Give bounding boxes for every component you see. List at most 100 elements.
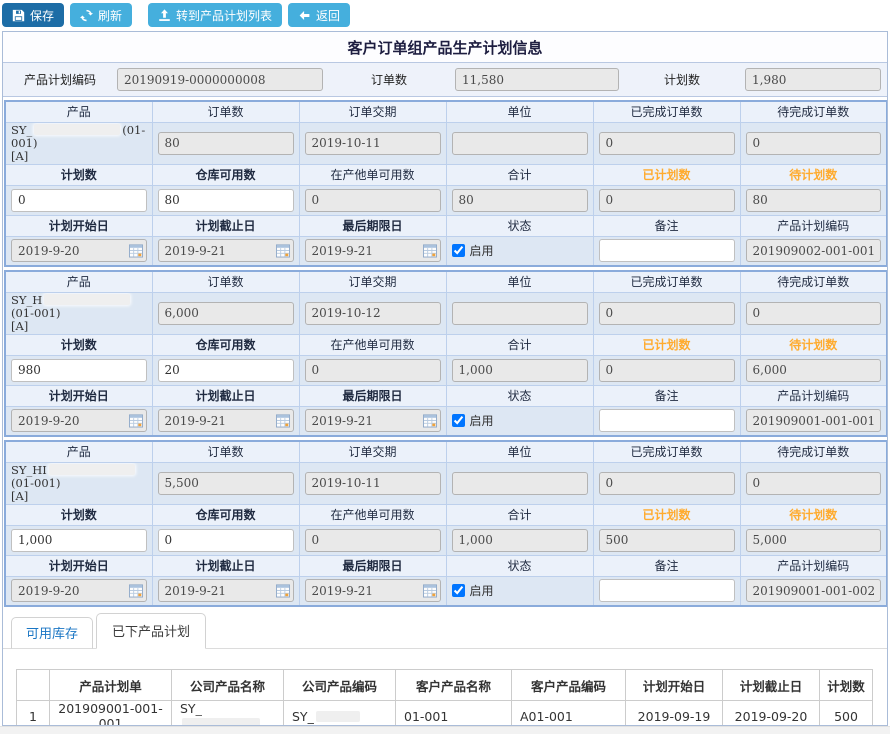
order-qty-field: [157, 301, 294, 325]
column-header-warehouse-available: 仓库可用数: [151, 163, 300, 186]
plan-qty-input[interactable]: [11, 188, 147, 212]
column-header-pending-qty: 待完成订单数: [739, 440, 887, 463]
start-date-input[interactable]: [11, 409, 147, 433]
form-panel: 客户订单组产品生产计划信息 产品计划编码 订单数 计划数 产品 订单数 订单交期…: [2, 31, 888, 726]
remark-input[interactable]: [598, 409, 735, 433]
column-header-start-date: 计划开始日: [4, 384, 153, 407]
table-row: 1 201909001-001-001 SY_ SY_ 01-001 A01-0…: [16, 700, 873, 725]
column-header-warehouse-available: 仓库可用数: [151, 333, 300, 356]
start-date-input[interactable]: [11, 239, 147, 263]
save-button-label: 保存: [30, 8, 55, 23]
plan-code-label: 产品计划编码: [23, 73, 96, 87]
calendar-icon[interactable]: [129, 243, 144, 258]
redaction-blur: [34, 123, 121, 135]
delivery-date-field: [304, 131, 441, 155]
to-plan-qty-field: [745, 358, 881, 382]
end-date-input[interactable]: [157, 579, 294, 603]
product-plan-code-field: [745, 579, 881, 603]
column-header-plan-code: 产品计划编码: [739, 554, 887, 577]
warehouse-available-input[interactable]: [157, 188, 294, 212]
pending-qty-field: [745, 471, 881, 495]
cell-index: 1: [16, 700, 50, 725]
redaction-blur: [182, 718, 260, 725]
refresh-button[interactable]: 刷新: [70, 3, 133, 27]
start-date-input[interactable]: [11, 579, 147, 603]
column-header-pending-qty: 待完成订单数: [739, 270, 887, 293]
column-header-remark: 备注: [592, 214, 741, 237]
enabled-checkbox[interactable]: [451, 244, 465, 258]
deadline-date-input[interactable]: [304, 239, 441, 263]
product-name-cell: SY_ (01-001) [A]: [4, 121, 153, 165]
column-header-order-qty: 订单数: [151, 440, 300, 463]
total-field: [451, 358, 588, 382]
delivery-date-field: [304, 471, 441, 495]
column-header-status: 状态: [445, 554, 594, 577]
column-header-deadline: 最后期限日: [298, 214, 447, 237]
goto-product-plan-list-button[interactable]: 转到产品计划列表: [148, 3, 283, 27]
column-header-plan-qty: 计划数: [4, 503, 153, 526]
company-code-prefix: SY_: [292, 708, 314, 724]
column-header-delivery-date: 订单交期: [298, 440, 447, 463]
pending-qty-field: [745, 301, 881, 325]
calendar-icon[interactable]: [276, 413, 291, 428]
horizontal-scrollbar[interactable]: [0, 726, 890, 734]
column-header-total: 合计: [445, 333, 594, 356]
remark-input[interactable]: [598, 579, 735, 603]
plan-qty-input[interactable]: [11, 358, 147, 382]
tab-issued-product-plans[interactable]: 已下产品计划: [96, 613, 207, 649]
warehouse-available-input[interactable]: [157, 358, 294, 382]
column-header-other-order-available: 在产他单可用数: [298, 163, 447, 186]
product-name-suffix: (01-001): [11, 475, 61, 490]
header-company-product-code: 公司产品编码: [283, 669, 396, 701]
calendar-icon[interactable]: [129, 583, 144, 598]
goto-product-plan-list-label: 转到产品计划列表: [176, 8, 273, 23]
calendar-icon[interactable]: [276, 583, 291, 598]
enabled-checkbox[interactable]: [451, 414, 465, 428]
column-header-end-date: 计划截止日: [151, 384, 300, 407]
calendar-icon[interactable]: [129, 413, 144, 428]
column-header-total: 合计: [445, 503, 594, 526]
column-header-deadline: 最后期限日: [298, 384, 447, 407]
column-header-pending-qty: 待完成订单数: [739, 100, 887, 123]
column-header-order-qty: 订单数: [151, 270, 300, 293]
calendar-icon[interactable]: [423, 583, 438, 598]
warehouse-available-input[interactable]: [157, 528, 294, 552]
end-date-picker: [157, 239, 294, 263]
status-enabled-toggle: 启用: [451, 582, 588, 599]
column-header-total: 合计: [445, 163, 594, 186]
back-arrow-icon: [298, 9, 311, 22]
deadline-date-picker: [304, 409, 441, 433]
product-name-prefix: SY_H: [11, 292, 43, 307]
end-date-input[interactable]: [157, 239, 294, 263]
end-date-input[interactable]: [157, 409, 294, 433]
column-header-to-plan-qty: 待计划数: [739, 503, 887, 526]
plan-block: 产品 订单数 订单交期 单位 已完成订单数 待完成订单数 SY_H(01-001…: [4, 270, 887, 437]
deadline-date-input[interactable]: [304, 579, 441, 603]
column-header-plan-code: 产品计划编码: [739, 214, 887, 237]
header-customer-product-name: 客户产品名称: [395, 669, 512, 701]
end-date-picker: [157, 579, 294, 603]
remark-input[interactable]: [598, 239, 735, 263]
plan-qty-input[interactable]: [11, 528, 147, 552]
plan-blocks: 产品 订单数 订单交期 单位 已完成订单数 待完成订单数 SY_ (01-001)…: [3, 100, 887, 607]
enabled-checkbox[interactable]: [451, 584, 465, 598]
back-button[interactable]: 返回: [288, 3, 351, 27]
column-header-planned-qty: 已计划数: [592, 333, 741, 356]
cell-company-product-code: SY_: [283, 700, 396, 725]
deadline-date-input[interactable]: [304, 409, 441, 433]
unit-field: [451, 131, 588, 155]
calendar-icon[interactable]: [423, 413, 438, 428]
other-order-available-field: [304, 188, 441, 212]
save-button[interactable]: 保存: [2, 3, 65, 27]
column-header-delivery-date: 订单交期: [298, 100, 447, 123]
plan-block: 产品 订单数 订单交期 单位 已完成订单数 待完成订单数 SY_HI(01-00…: [4, 440, 887, 607]
pending-qty-field: [745, 131, 881, 155]
column-header-remark: 备注: [592, 384, 741, 407]
tab-available-inventory[interactable]: 可用库存: [11, 617, 94, 649]
start-date-picker: [11, 239, 147, 263]
column-header-product: 产品: [4, 100, 153, 123]
cell-plan-qty: 500: [819, 700, 873, 725]
calendar-icon[interactable]: [423, 243, 438, 258]
calendar-icon[interactable]: [276, 243, 291, 258]
